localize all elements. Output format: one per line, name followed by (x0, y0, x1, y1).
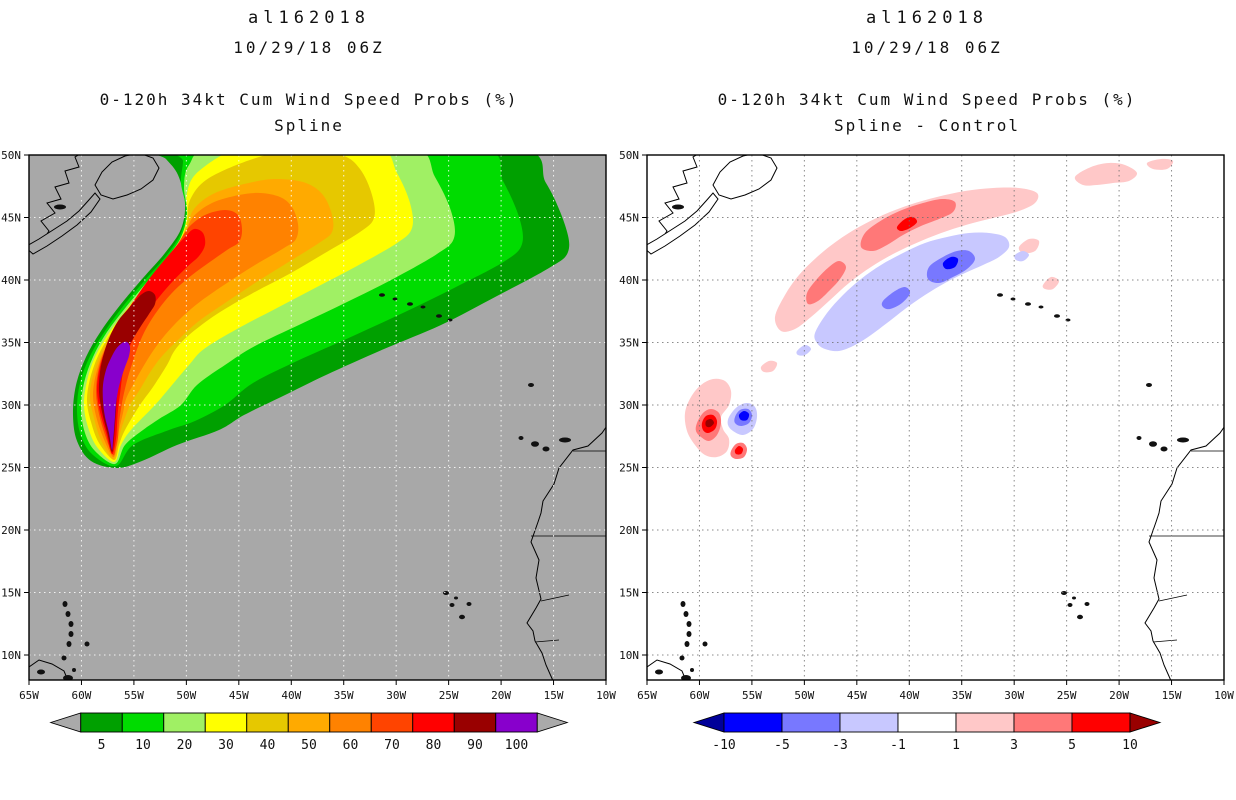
svg-text:50W: 50W (176, 689, 196, 702)
svg-text:40W: 40W (899, 689, 919, 702)
svg-text:50W: 50W (794, 689, 814, 702)
svg-text:1: 1 (952, 738, 960, 753)
svg-text:45W: 45W (847, 689, 867, 702)
svg-text:50N: 50N (619, 149, 639, 162)
svg-text:20: 20 (177, 738, 193, 753)
svg-text:60W: 60W (690, 689, 710, 702)
panel-spline: al162018 10/29/18 06Z 0-120h 34kt Cum Wi… (1, 8, 616, 753)
svg-text:30N: 30N (1, 399, 21, 412)
svg-text:30: 30 (218, 738, 234, 753)
svg-text:20N: 20N (619, 524, 639, 537)
svg-text:35N: 35N (619, 337, 639, 350)
difference-colorbar: -10 -5 -3 -1 1 3 5 10 (692, 712, 1162, 753)
storm-id: al162018 (866, 8, 988, 28)
svg-text:60: 60 (343, 738, 359, 753)
svg-text:35W: 35W (334, 689, 354, 702)
model-label: Spline (274, 116, 344, 135)
coastlines (29, 155, 606, 680)
product-title: 0-120h 34kt Cum Wind Speed Probs (%) (99, 90, 519, 109)
svg-text:20W: 20W (491, 689, 511, 702)
contour-fills (72, 155, 570, 468)
svg-text:10: 10 (135, 738, 151, 753)
product-title: 0-120h 34kt Cum Wind Speed Probs (%) (717, 90, 1137, 109)
map-plot-area: 65W 60W 55W 50W 45W 40W 35W 30W 25W 20W 15W 10W 50N 4… (1, 149, 616, 702)
svg-text:35W: 35W (952, 689, 972, 702)
svg-text:55W: 55W (742, 689, 762, 702)
svg-text:3: 3 (1010, 738, 1018, 753)
storm-id: al162018 (248, 8, 370, 28)
grid-lines (29, 155, 606, 680)
svg-text:45N: 45N (619, 212, 639, 225)
map-frame (28, 154, 607, 681)
panel-spline-minus-control: al162018 10/29/18 06Z 0-120h 34kt Cum Wi… (618, 0, 1236, 800)
svg-text:20N: 20N (1, 524, 21, 537)
svg-text:60W: 60W (72, 689, 92, 702)
colorbar: 5 10 20 30 40 50 60 70 80 90 100 (49, 712, 569, 753)
svg-text:30W: 30W (1004, 689, 1024, 702)
svg-text:40: 40 (260, 738, 276, 753)
svg-text:65W: 65W (19, 689, 39, 702)
svg-text:10W: 10W (596, 689, 616, 702)
svg-text:45N: 45N (1, 212, 21, 225)
svg-text:15N: 15N (619, 587, 639, 600)
contour-fills (684, 158, 1174, 460)
colorbar-right-arrow (1129, 712, 1162, 733)
svg-text:80: 80 (426, 738, 442, 753)
svg-text:15N: 15N (1, 587, 21, 600)
grid-lines (647, 155, 1224, 680)
svg-text:55W: 55W (124, 689, 144, 702)
svg-text:25W: 25W (439, 689, 459, 702)
svg-text:50N: 50N (1, 149, 21, 162)
axis-ticks: 65W 60W 55W 50W 45W 40W 35W 30W 25W 20W 15W 10W 50N 4… (619, 149, 1234, 702)
init-time: 10/29/18 06Z (851, 38, 1003, 57)
map-frame (646, 154, 1225, 681)
colorbar-right-arrow (536, 712, 569, 733)
svg-text:20W: 20W (1109, 689, 1129, 702)
svg-text:-5: -5 (774, 738, 790, 753)
svg-text:35N: 35N (1, 337, 21, 350)
svg-text:25N: 25N (619, 462, 639, 475)
colorbar-left-arrow (49, 712, 82, 733)
svg-text:5: 5 (1068, 738, 1076, 753)
svg-text:25N: 25N (1, 462, 21, 475)
svg-text:-3: -3 (832, 738, 848, 753)
svg-text:-10: -10 (712, 738, 735, 753)
svg-text:5: 5 (98, 738, 106, 753)
svg-text:10: 10 (1122, 738, 1138, 753)
colorbar: -10 -5 -3 -1 1 3 5 10 (692, 712, 1162, 753)
model-label: Spline - Control (833, 116, 1021, 135)
svg-text:70: 70 (384, 738, 400, 753)
svg-text:10N: 10N (619, 649, 639, 662)
svg-text:40N: 40N (619, 274, 639, 287)
svg-text:30N: 30N (619, 399, 639, 412)
init-time: 10/29/18 06Z (233, 38, 385, 57)
svg-text:40N: 40N (1, 274, 21, 287)
axis-ticks: 65W 60W 55W 50W 45W 40W 35W 30W 25W 20W 15W 10W 50N 4… (1, 149, 616, 702)
difference-map: 65W 60W 55W 50W 45W 40W 35W 30W 25W 20W 15W 10W 50N 4… (619, 149, 1234, 702)
svg-text:-1: -1 (890, 738, 906, 753)
svg-text:100: 100 (505, 738, 528, 753)
svg-text:65W: 65W (637, 689, 657, 702)
svg-text:25W: 25W (1057, 689, 1077, 702)
probability-colorbar: 5 10 20 30 40 50 60 70 80 90 100 (49, 712, 569, 753)
svg-text:10W: 10W (1214, 689, 1234, 702)
svg-text:45W: 45W (229, 689, 249, 702)
svg-text:10N: 10N (1, 649, 21, 662)
svg-text:40W: 40W (281, 689, 301, 702)
coastlines (647, 155, 1224, 680)
svg-text:50: 50 (301, 738, 317, 753)
probability-map: 65W 60W 55W 50W 45W 40W 35W 30W 25W 20W 15W 10W 50N 4… (1, 149, 616, 702)
map-plot-area: 65W 60W 55W 50W 45W 40W 35W 30W 25W 20W 15W 10W 50N 4… (619, 149, 1234, 702)
svg-text:90: 90 (467, 738, 483, 753)
colorbar-left-arrow (692, 712, 725, 733)
svg-text:15W: 15W (1162, 689, 1182, 702)
svg-text:30W: 30W (386, 689, 406, 702)
svg-text:15W: 15W (544, 689, 564, 702)
